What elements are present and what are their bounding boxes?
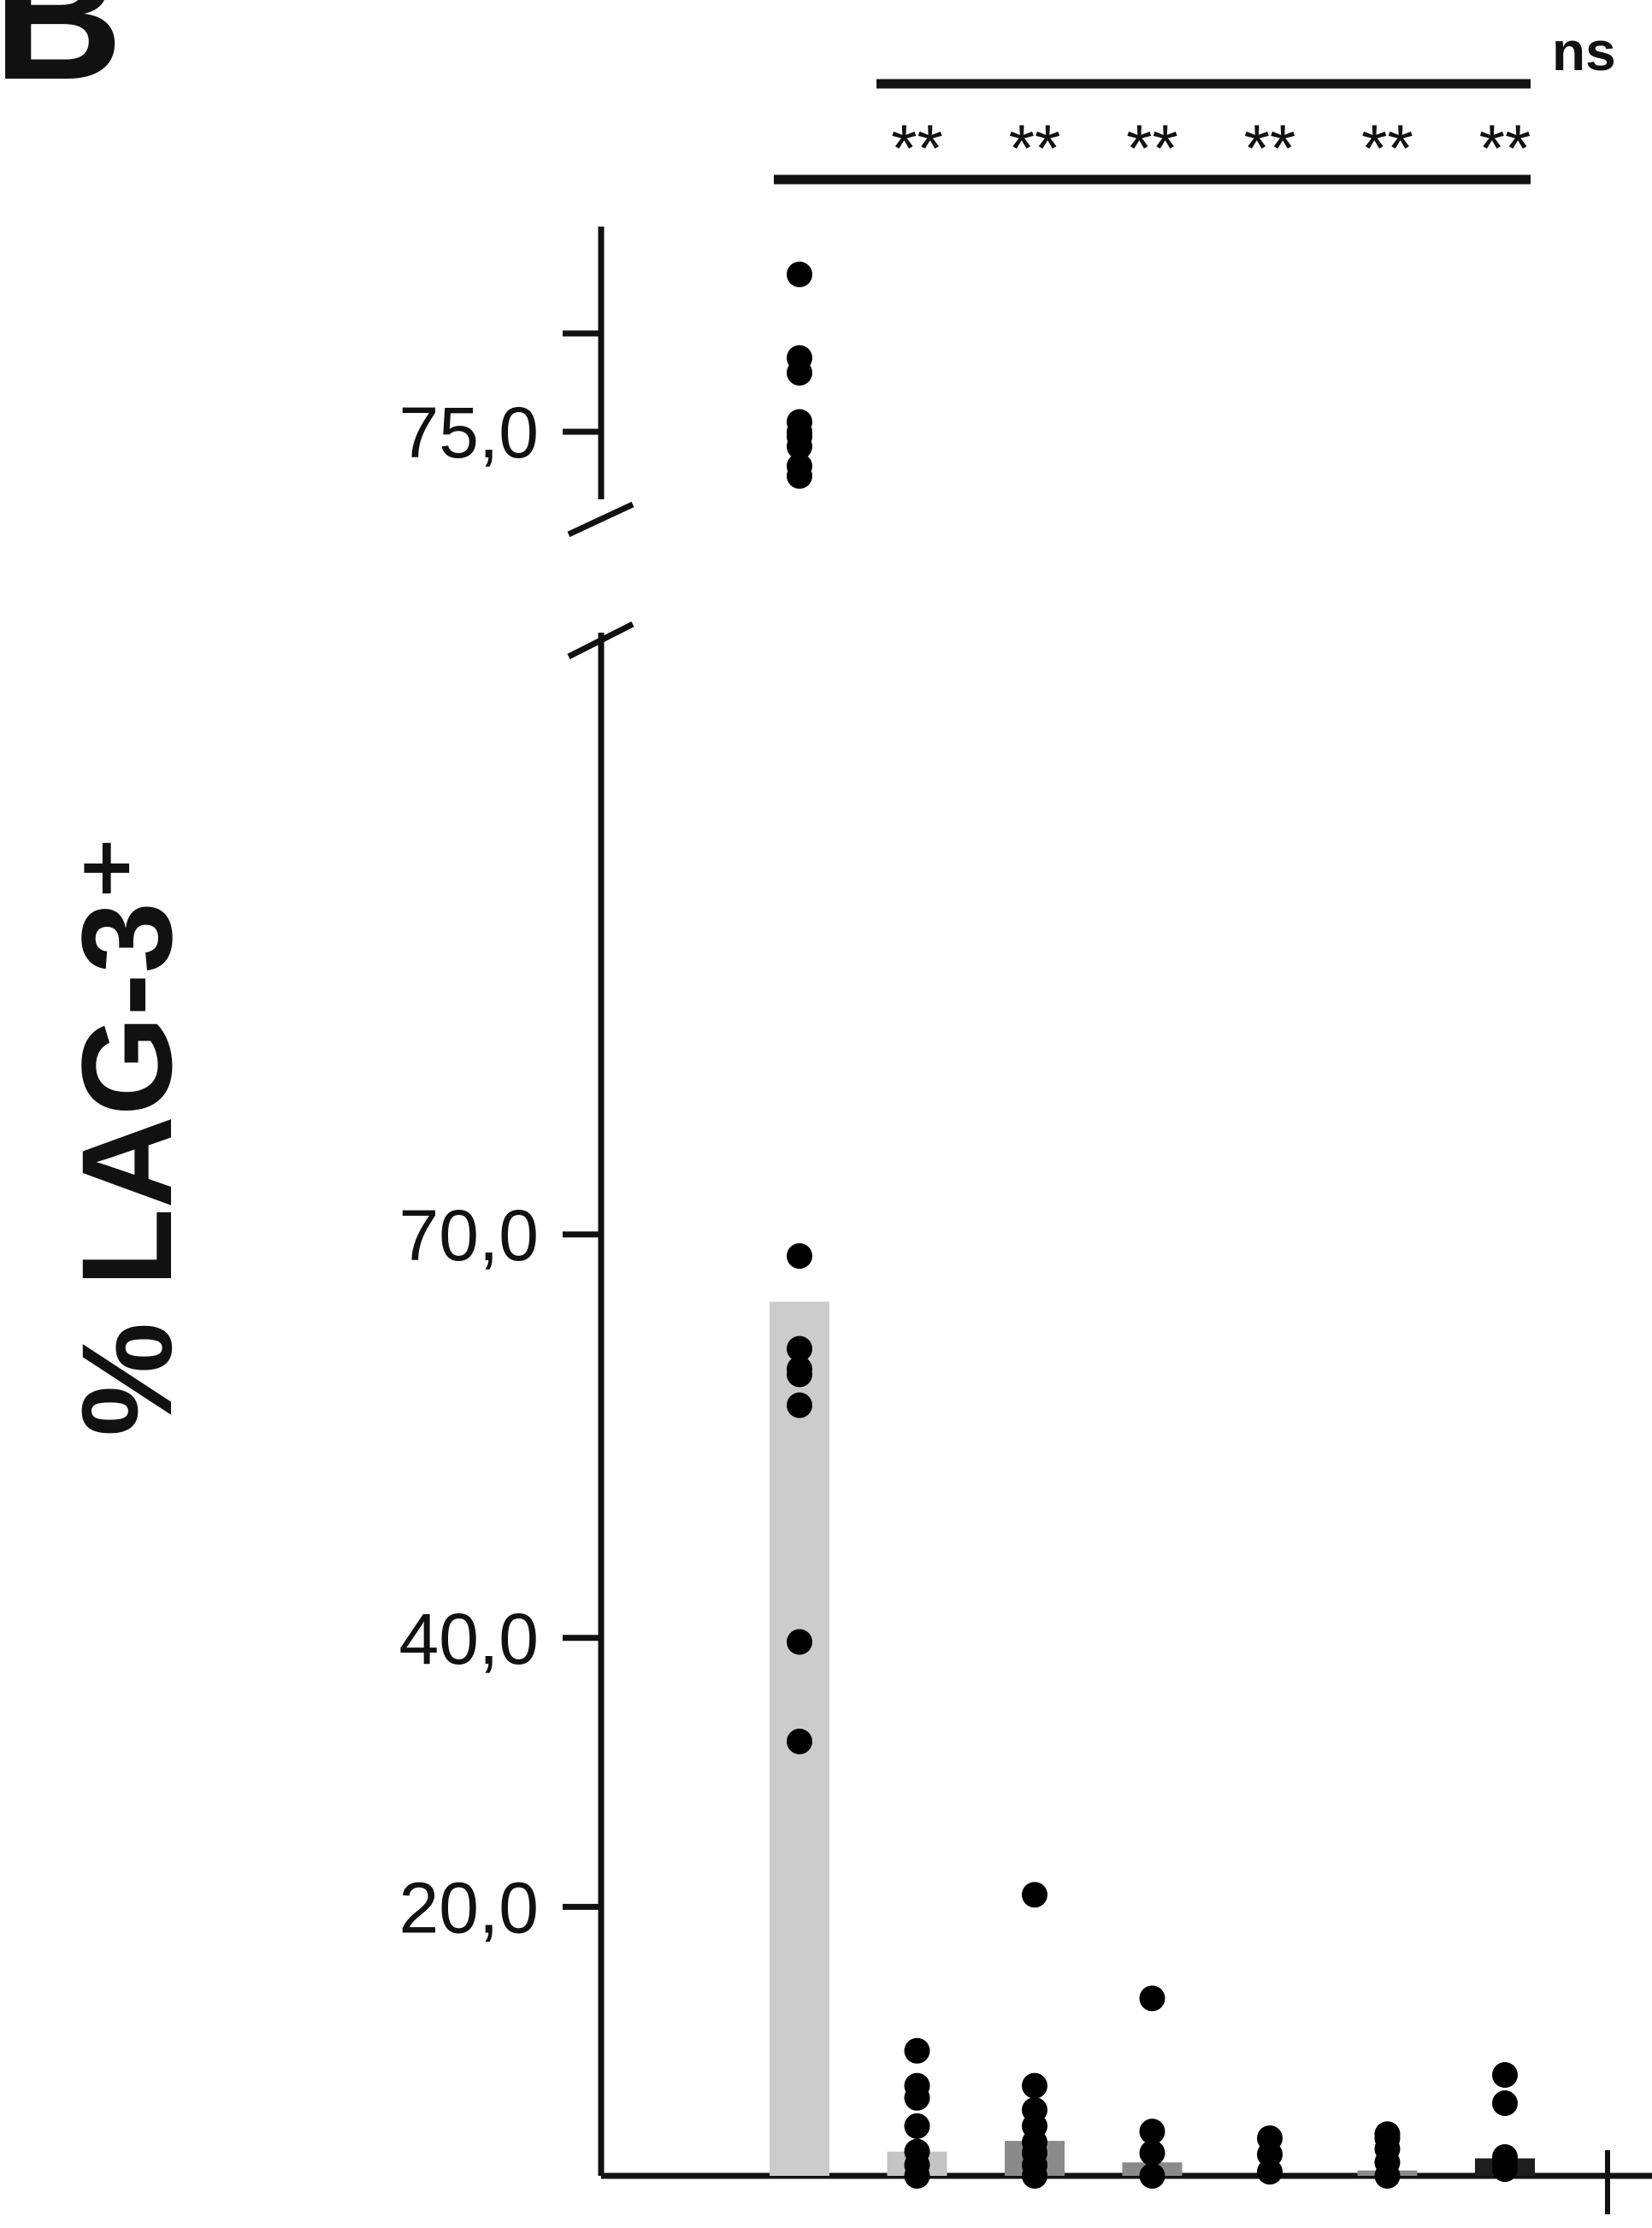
significance-stars: ** (1479, 110, 1531, 186)
significance-stars: ** (1361, 110, 1413, 186)
data-point (1374, 2163, 1401, 2189)
data-points (787, 262, 1518, 2189)
significance-stars: ** (1126, 110, 1178, 186)
y-axis-label: % LAG-3⁺ (55, 834, 198, 1436)
y-tick-label: 75,0 (399, 392, 540, 473)
data-point (1022, 2072, 1047, 2099)
data-point (1139, 1985, 1165, 2012)
significance-stars: ** (1009, 110, 1061, 186)
data-point (787, 1728, 812, 1754)
data-point (904, 2084, 930, 2111)
data-point (787, 1629, 812, 1655)
significance-stars: ** (891, 110, 943, 186)
significance-stars: ** (1244, 110, 1296, 186)
data-point (1492, 2090, 1518, 2117)
significance-annotations: ns ** ** ** ** ** ** (774, 21, 1616, 186)
data-point (1139, 2119, 1165, 2145)
ns-label: ns (1552, 21, 1616, 82)
data-point (1022, 2163, 1047, 2189)
data-point (787, 1361, 812, 1388)
panel-label: B (0, 0, 123, 117)
data-point (1022, 1882, 1047, 1908)
y-tick-label: 70,0 (399, 1195, 540, 1276)
data-point (1139, 2140, 1165, 2166)
data-point (787, 1243, 812, 1270)
data-point (787, 1335, 812, 1362)
axis-break-mark (567, 501, 634, 538)
data-point (1139, 2163, 1165, 2189)
data-point (787, 433, 812, 460)
y-tick-label: 20,0 (399, 1867, 540, 1948)
axis-break-gap (766, 511, 1652, 628)
data-point (904, 2163, 930, 2189)
data-point (787, 360, 812, 386)
data-point (787, 262, 812, 287)
axis-break-mark (567, 621, 634, 660)
data-point (787, 1392, 812, 1418)
data-point (904, 2037, 930, 2064)
data-point (1257, 2159, 1283, 2185)
data-point (1492, 2156, 1518, 2183)
y-tick-label: 40,0 (399, 1599, 540, 1679)
data-point (904, 2113, 930, 2139)
data-point (1492, 2062, 1518, 2089)
bars (770, 1301, 1535, 2176)
data-point (787, 463, 812, 489)
